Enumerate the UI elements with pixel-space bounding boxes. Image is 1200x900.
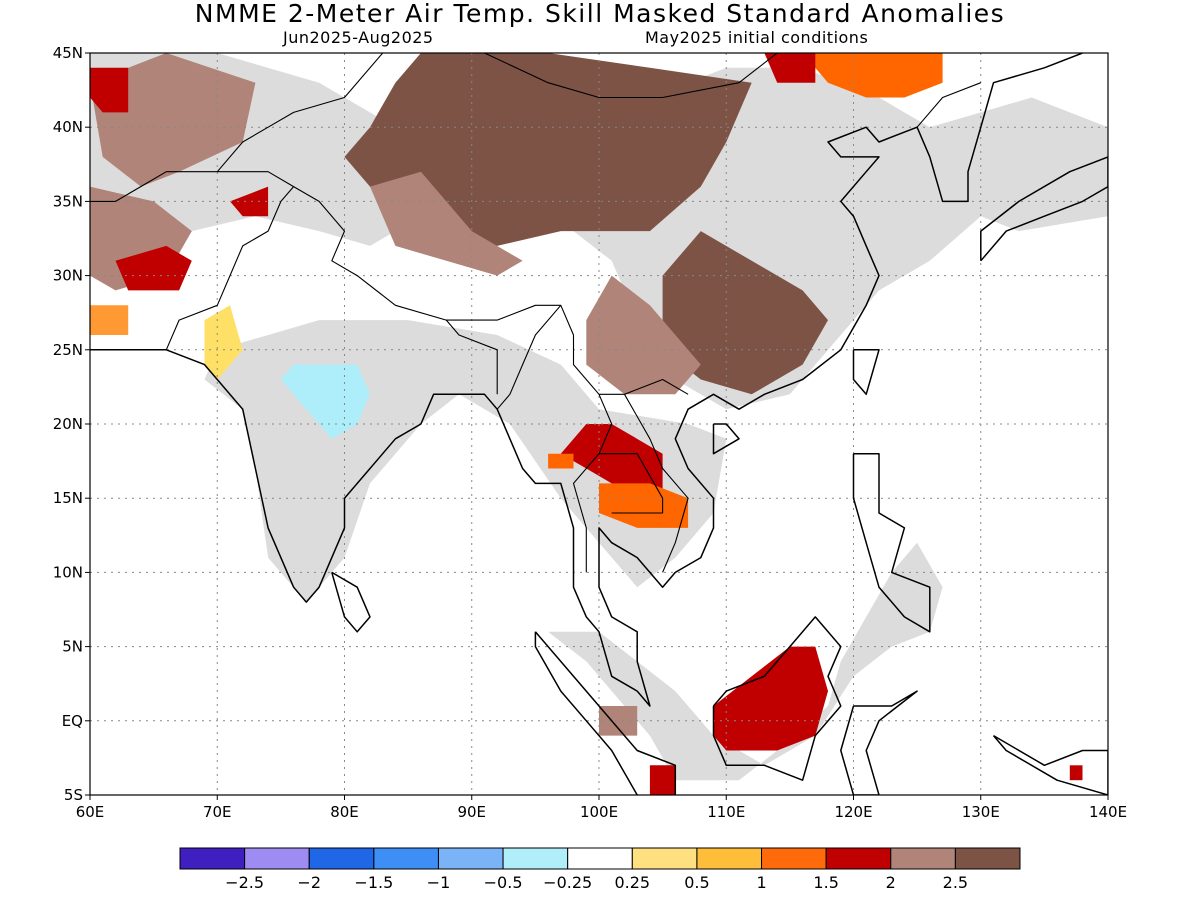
lat-tick-label: 25N — [53, 341, 83, 359]
colorbar-label: 2.5 — [943, 873, 968, 892]
colorbar-swatch — [373, 847, 439, 870]
colorbar-swatch — [631, 847, 698, 870]
colorbar-label: −1.5 — [354, 873, 393, 892]
colorbar-label: −2.5 — [225, 873, 264, 892]
country-border — [572, 394, 613, 573]
anomaly-indochina-orange — [599, 483, 689, 528]
coastlines — [90, 53, 1108, 795]
lon-tick-label: 130E — [962, 803, 1000, 821]
coastline — [712, 423, 740, 455]
colorbar-label: 0.25 — [614, 873, 650, 892]
coastline — [980, 156, 1108, 262]
colorbar-label: −0.25 — [543, 873, 592, 892]
colorbar-swatch — [954, 847, 1021, 870]
country-border — [599, 453, 664, 514]
colorbar-swatch — [890, 847, 956, 870]
lat-tick-label: 40N — [53, 118, 83, 136]
colorbar-label: −1 — [427, 873, 451, 892]
country-border — [433, 53, 780, 99]
colorbar-label: 2 — [886, 873, 896, 892]
anomaly-south-china — [662, 231, 828, 395]
lat-tick-label: 5S — [64, 786, 83, 804]
anomaly-borneo — [713, 646, 828, 751]
country-border — [445, 319, 498, 395]
coastline — [992, 734, 1108, 795]
lon-tick-label: 140E — [1089, 803, 1127, 821]
lat-tick-label: 10N — [53, 563, 83, 581]
lat-tick-label: 30N — [53, 267, 83, 285]
colorbar-swatch — [179, 847, 246, 870]
lat-tick-label: 35N — [53, 192, 83, 210]
colorbar-swatch — [437, 847, 504, 870]
anomaly-mongolia-red — [764, 53, 816, 83]
colorbar-label: 1.5 — [813, 873, 838, 892]
anomaly-kazakh-red — [90, 67, 129, 113]
colorbar-label: −2 — [297, 873, 321, 892]
lat-tick-label: EQ — [62, 712, 83, 730]
anomaly-pakistan-yellow — [204, 305, 243, 380]
lon-tick-label: 60E — [76, 803, 105, 821]
skill-mask-southeast-asia — [548, 542, 943, 781]
country-border — [916, 82, 981, 128]
coastline — [331, 571, 371, 633]
lon-tick-label: 100E — [580, 803, 618, 821]
anomaly-tibet-mongolia — [344, 53, 752, 246]
coastline — [90, 53, 1083, 707]
anomaly-west-tan-1 — [90, 53, 256, 187]
colorbar: −2.5 −2 −1.5 −1 −0.5 −0.25 0.25 0.5 1 1.5 2 2.5 — [179, 847, 1021, 892]
lon-tick-label: 80E — [330, 803, 359, 821]
colorbar-swatch — [825, 847, 892, 870]
anomaly-yunnan — [586, 275, 701, 395]
lon-tick-label: 120E — [834, 803, 872, 821]
anomaly-iran-orange — [90, 305, 129, 335]
lat-tick-label: 45N — [53, 44, 83, 62]
colorbar-swatch — [308, 847, 375, 870]
colorbar-label: 1 — [756, 873, 766, 892]
country-border — [90, 171, 689, 395]
colorbar-label: −0.5 — [484, 873, 523, 892]
lat-tick-label: 5N — [62, 638, 83, 656]
colorbar-label: 0.5 — [684, 873, 709, 892]
anomaly-regions — [90, 53, 1108, 795]
period-subtitle: Jun2025-Aug2025 — [283, 28, 434, 47]
colorbar-swatch — [244, 847, 310, 870]
lon-tick-label: 110E — [707, 803, 745, 821]
anomaly-java-red — [649, 765, 676, 795]
anomaly-india-cyan — [280, 364, 370, 439]
country-border — [496, 304, 562, 410]
anomaly-indochina-red — [560, 424, 663, 499]
anomaly-tibet-tan — [370, 171, 523, 276]
coastline — [852, 452, 931, 633]
country-border — [624, 394, 689, 573]
lat-tick-label: 15N — [53, 489, 83, 507]
country-border — [165, 186, 295, 351]
anomaly-sumatra-tan — [599, 706, 638, 736]
colorbar-swatch — [502, 847, 569, 870]
country-border — [216, 53, 384, 173]
colorbar-swatch — [567, 847, 633, 870]
colorbar-swatch — [761, 847, 827, 870]
anomaly-manchuria — [802, 53, 943, 98]
anomaly-myanmar-orange — [548, 453, 574, 469]
anomaly-iran-red — [115, 245, 192, 291]
anomaly-kashmir-red — [230, 186, 269, 217]
anomaly-papua-red — [1069, 765, 1083, 781]
coastline — [712, 616, 842, 781]
coastline — [534, 631, 677, 795]
lon-tick-label: 90E — [457, 803, 486, 821]
coastline — [852, 349, 880, 396]
initial-conditions-subtitle: May2025 initial conditions — [645, 28, 869, 47]
lat-tick-label: 20N — [53, 415, 83, 433]
colorbar-swatch — [696, 847, 763, 870]
lon-tick-label: 70E — [203, 803, 232, 821]
country-borders — [90, 53, 981, 573]
coastline — [840, 690, 918, 795]
chart-title: NMME 2-Meter Air Temp. Skill Masked Stan… — [194, 0, 1006, 28]
